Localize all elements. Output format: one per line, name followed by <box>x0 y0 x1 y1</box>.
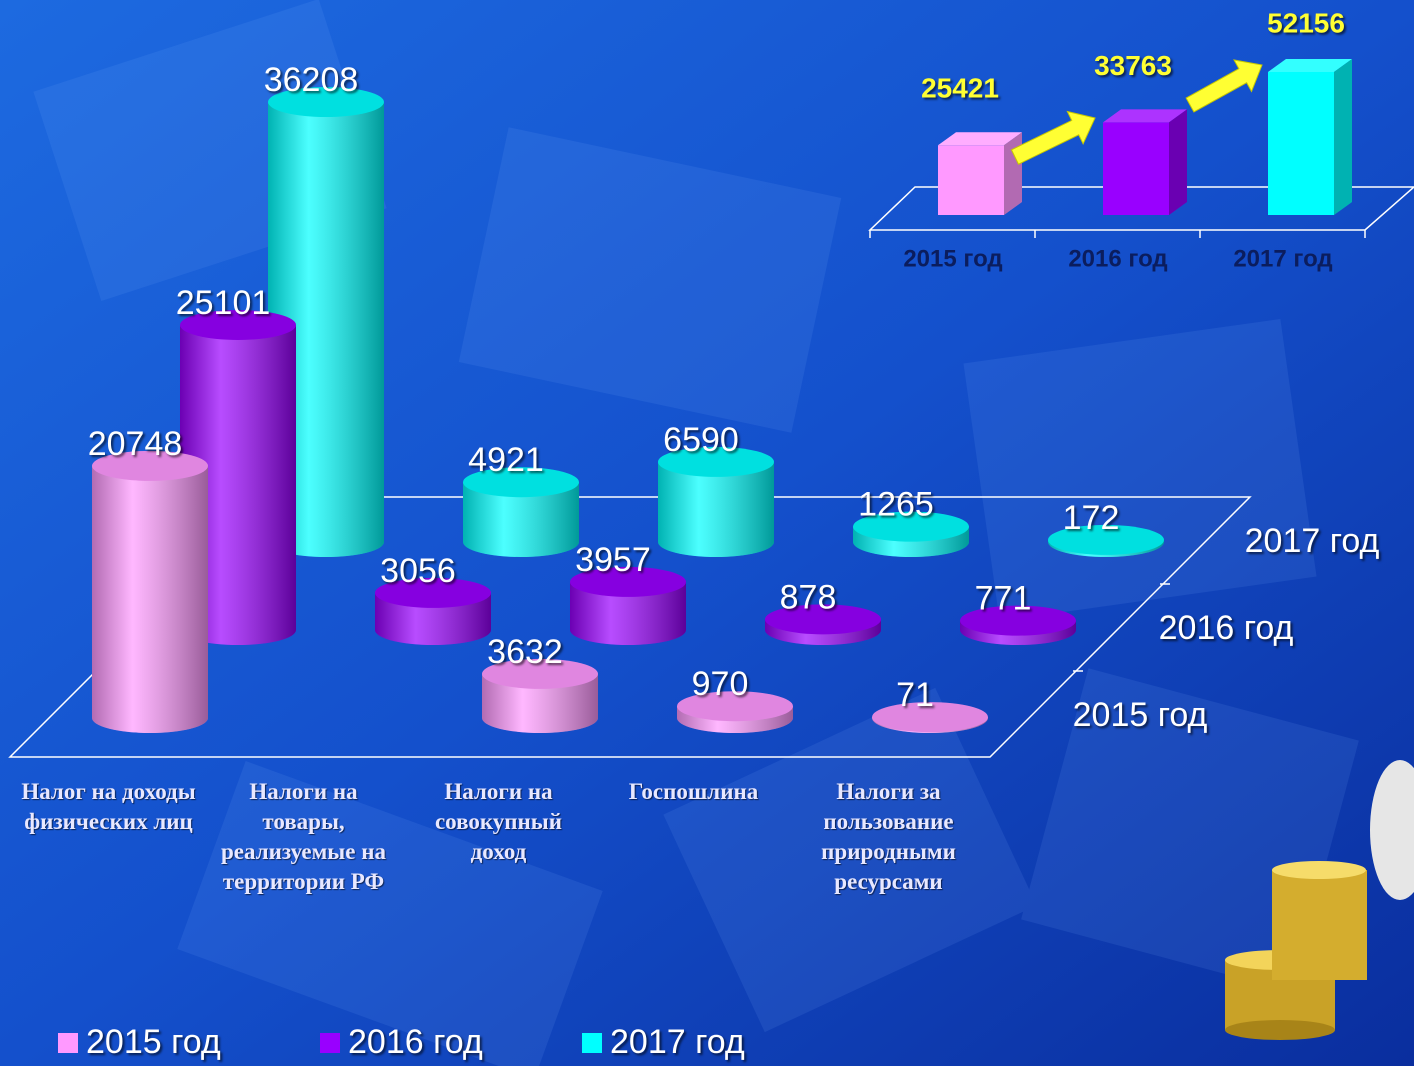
series-label: 2015 год <box>1073 696 1208 734</box>
depth-ticks <box>1073 583 1170 672</box>
category-label: 2015 год <box>903 245 1002 272</box>
legend-label: 2017 год <box>610 1023 745 1061</box>
legend-swatch <box>582 1033 602 1053</box>
cylinder-top-shade <box>960 605 1076 636</box>
cylinder-top <box>853 511 969 542</box>
cylinder-shading <box>658 461 774 557</box>
value-label: 52156 <box>1267 7 1345 38</box>
value-label: 970 <box>692 665 749 703</box>
cylinder-top-shade <box>658 446 774 477</box>
cylinder-top <box>268 87 384 117</box>
category-label: Налоги на совокупный доход <box>434 779 563 864</box>
legend-label: 2016 год <box>348 1023 483 1061</box>
value-label: 771 <box>975 580 1032 618</box>
bar-side-shade <box>1004 132 1022 215</box>
inset-chart: 25421 2015 год 33763 2016 год 52156 2017 год <box>868 7 1414 272</box>
bar-top <box>1103 109 1187 123</box>
value-label: 3957 <box>575 541 651 579</box>
cylinder-top <box>1048 524 1164 555</box>
cylinder-shading <box>92 465 208 733</box>
value-label: 1265 <box>858 486 934 524</box>
value-label: 36208 <box>264 61 359 99</box>
cylinder-top <box>92 450 208 481</box>
cylinder-shading <box>375 592 491 645</box>
cylinder-top-shade <box>482 658 598 689</box>
cylinder-shading <box>570 581 686 645</box>
bar-top <box>938 132 1022 146</box>
series-label: 2017 год <box>1245 522 1380 560</box>
cylinder-top <box>658 446 774 477</box>
category-label: Налоги за пользование природными ресурса… <box>821 779 956 894</box>
cylinder-top <box>677 691 793 722</box>
cylinder-top <box>872 702 988 733</box>
value-label: 172 <box>1063 499 1120 537</box>
bar-side-shade <box>1169 109 1187 215</box>
value-label: 4921 <box>468 441 544 479</box>
value-label: 71 <box>896 676 934 714</box>
value-label: 20748 <box>88 425 183 463</box>
cylinder-shading <box>482 673 598 733</box>
bar <box>938 145 1004 215</box>
cylinder-top-shade <box>180 309 296 340</box>
cylinder-top-shade <box>268 87 384 117</box>
value-label: 6590 <box>663 421 739 459</box>
legend-swatch <box>58 1033 78 1053</box>
legend-label: 2015 год <box>86 1023 221 1061</box>
category-label: Налоги на товары, реализуемые на террито… <box>221 779 386 894</box>
cylinder-top <box>463 467 579 498</box>
cylinder-top-shade <box>463 467 579 498</box>
cylinder-shading <box>463 482 579 557</box>
category-label: 2016 год <box>1068 245 1167 272</box>
bar-top-shade <box>938 132 1022 146</box>
cylinder-top <box>765 604 881 635</box>
arrow <box>1010 110 1096 165</box>
value-label: 3632 <box>487 633 563 671</box>
series-label: 2016 год <box>1159 609 1294 647</box>
cylinder-top-shade <box>853 511 969 542</box>
value-label: 25101 <box>176 284 271 322</box>
cylinder-top <box>375 577 491 608</box>
category-label: 2017 год <box>1233 245 1332 272</box>
cylinder-top <box>482 658 598 689</box>
bar <box>1268 72 1334 215</box>
cylinder-top-shade <box>872 702 988 733</box>
cylinder-top-shade <box>570 566 686 597</box>
bar-top-shade <box>1103 109 1187 123</box>
cylinder-top-shade <box>677 691 793 722</box>
cylinder-top-shade <box>92 450 208 481</box>
cylinder-top-shade <box>375 577 491 608</box>
bar-top <box>1268 59 1352 72</box>
arrow <box>1185 59 1263 113</box>
value-label: 878 <box>780 578 837 616</box>
cylinder-top <box>960 605 1076 636</box>
bar-side <box>1334 59 1352 215</box>
cylinder-top <box>180 309 296 340</box>
value-label: 33763 <box>1094 50 1172 81</box>
value-label: 3056 <box>380 552 456 590</box>
cylinder-shading <box>180 324 296 645</box>
bar-side <box>1169 109 1187 215</box>
value-label: 25421 <box>921 73 999 104</box>
legend-swatch <box>320 1033 340 1053</box>
cylinder-shading <box>268 102 384 557</box>
bar <box>1103 122 1169 215</box>
inset-ticks <box>869 230 1366 238</box>
cylinder-top-shade <box>765 604 881 635</box>
cylinder-top <box>570 566 686 597</box>
category-label: Налог на доходы физических лиц <box>21 779 196 834</box>
main-chart: 36208 4921 6590 1265 172 25101 3056 3957 878 771 2… <box>8 61 1380 1061</box>
cylinder-top-shade <box>1048 524 1164 555</box>
category-label: Госпошлина <box>628 779 759 804</box>
bar-side-shade <box>1334 59 1352 215</box>
bar-top-shade <box>1268 59 1352 72</box>
coins <box>1225 760 1414 1040</box>
